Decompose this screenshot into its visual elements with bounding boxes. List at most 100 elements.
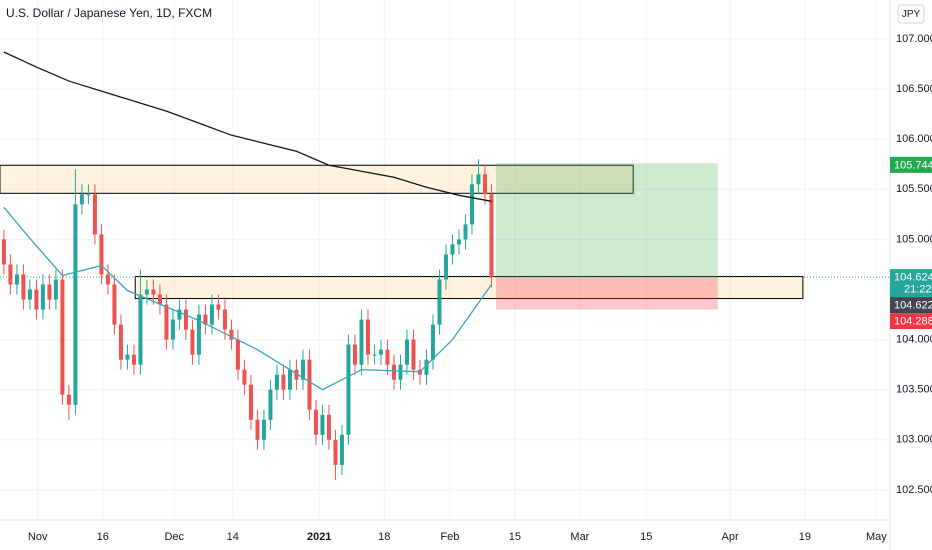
price-label-countdown: 21:22 xyxy=(904,283,932,295)
candle-body xyxy=(391,364,396,380)
x-tick-label: 14 xyxy=(227,531,239,543)
x-tick-label: Apr xyxy=(722,531,739,543)
candle-body xyxy=(385,349,390,365)
price-zone xyxy=(496,277,718,310)
price-label-box xyxy=(890,156,932,173)
currency-button[interactable] xyxy=(897,4,925,24)
candle-body xyxy=(346,344,351,435)
candle-body xyxy=(196,314,201,355)
candle-body xyxy=(112,284,117,325)
y-tick-label: 105.500 xyxy=(896,183,932,195)
price-zone xyxy=(134,275,804,300)
x-tick-label: 16 xyxy=(97,531,109,543)
y-tick-label: 102.500 xyxy=(896,484,932,496)
candle-body xyxy=(1,239,6,265)
plot-layer xyxy=(0,0,890,520)
candle-body xyxy=(170,319,175,340)
y-tick-label: 103.000 xyxy=(896,434,932,446)
y-tick-label: 103.500 xyxy=(896,384,932,396)
candle-body xyxy=(281,374,286,390)
candle-body xyxy=(66,394,71,405)
candle-body xyxy=(216,304,221,310)
candle-body xyxy=(164,304,169,340)
candle-body xyxy=(255,419,260,440)
candle-body xyxy=(131,354,136,365)
candle-body xyxy=(268,389,273,420)
y-tick-label: 107.000 xyxy=(896,33,932,45)
candle-body xyxy=(430,324,435,360)
candle-body xyxy=(411,339,416,370)
candle-body xyxy=(294,369,299,380)
x-tick-label: 19 xyxy=(799,531,811,543)
candle-body xyxy=(151,289,156,295)
candle-body xyxy=(242,369,247,385)
candle-body xyxy=(8,264,13,285)
candle-body xyxy=(437,279,442,325)
candle-body xyxy=(27,289,32,300)
y-tick-label: 106.500 xyxy=(896,83,932,95)
candle-body xyxy=(99,234,104,275)
candle-body xyxy=(144,289,149,295)
x-tick-label: Nov xyxy=(28,531,48,543)
x-tick-label: 18 xyxy=(378,531,390,543)
moving-average xyxy=(3,206,493,391)
price-label: 104.622 xyxy=(894,299,932,311)
x-tick-label: 15 xyxy=(509,531,521,543)
candle-body xyxy=(365,319,370,355)
moving-average xyxy=(3,51,492,202)
candle-body xyxy=(53,279,58,300)
candle-body xyxy=(320,414,325,435)
candle-body xyxy=(222,309,227,330)
candle-body xyxy=(313,409,318,435)
candle-body xyxy=(398,364,403,380)
candle-body xyxy=(482,174,487,195)
price-zone xyxy=(496,163,718,278)
candle-body xyxy=(476,174,481,185)
candle-body xyxy=(79,194,84,205)
candle-body xyxy=(183,309,188,330)
candle-body xyxy=(300,359,305,380)
candle-body xyxy=(456,239,461,245)
candle-body xyxy=(489,194,494,278)
price-label-box xyxy=(890,313,932,330)
currency-label[interactable]: JPY xyxy=(902,9,921,20)
candle-body xyxy=(105,274,110,285)
candle-body xyxy=(209,304,214,325)
x-tick-label: 15 xyxy=(640,531,652,543)
x-tick-label: Feb xyxy=(440,531,459,543)
candle-body xyxy=(190,329,195,355)
candle-body xyxy=(73,204,78,405)
candle-body xyxy=(157,294,162,305)
candle-body xyxy=(138,294,143,365)
candle-body xyxy=(203,314,208,325)
candle-body xyxy=(47,284,52,300)
y-tick-label: 105.000 xyxy=(896,233,932,245)
x-tick-label: May xyxy=(866,531,887,543)
candle-body xyxy=(60,279,65,395)
candle-body xyxy=(14,274,19,285)
candle-body xyxy=(287,369,292,390)
x-tick-label: Dec xyxy=(164,531,184,543)
candle-body xyxy=(125,354,130,360)
candle-body xyxy=(469,184,474,225)
x-tick-label: 2021 xyxy=(307,531,331,543)
y-tick-label: 104.000 xyxy=(896,334,932,346)
y-tick-label: 106.000 xyxy=(896,133,932,145)
candle-body xyxy=(274,374,279,390)
candle-body xyxy=(326,414,331,440)
candle-body xyxy=(424,359,429,375)
candle-body xyxy=(463,224,468,240)
candle-body xyxy=(261,419,266,440)
price-label: 104.288 xyxy=(894,315,932,327)
candle-body xyxy=(352,344,357,365)
candle-body xyxy=(34,289,39,310)
candle-body xyxy=(404,339,409,365)
candle-body xyxy=(378,349,383,355)
candle-body xyxy=(92,194,97,235)
candle-body xyxy=(118,324,123,360)
price-label: 104.624 xyxy=(894,271,932,283)
candle-body xyxy=(359,319,364,365)
candle-body xyxy=(86,194,91,196)
candle-body xyxy=(177,309,182,320)
